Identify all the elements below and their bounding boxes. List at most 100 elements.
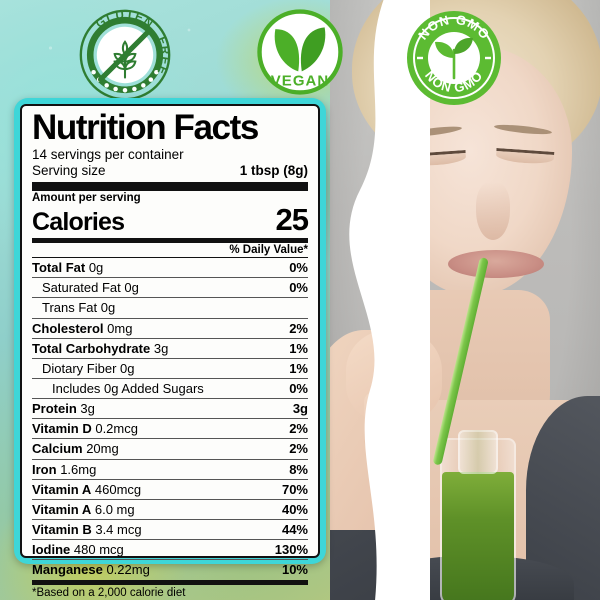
- nutrient-name: Vitamin A 6.0 mg: [32, 501, 135, 518]
- serving-size-label: Serving size: [32, 163, 106, 179]
- nutrient-daily-value: 0%: [289, 260, 308, 276]
- nutrient-amount: 0g: [100, 300, 116, 316]
- nutrient-amount: 3.4 mcg: [95, 522, 142, 538]
- nutrient-name: Iodine 480 mcg: [32, 541, 124, 558]
- row-divider: [32, 438, 308, 440]
- nutrient-label: Total Fat: [32, 260, 86, 276]
- nutrient-amount: 0mg: [107, 320, 133, 336]
- page-title: Nutrition Facts: [32, 108, 259, 147]
- divider-thick: [32, 182, 308, 192]
- row-divider: [32, 357, 308, 359]
- nutrient-label: Manganese: [32, 562, 103, 578]
- row-divider: [32, 458, 308, 460]
- nutrient-name: Total Carbohydrate 3g: [32, 340, 168, 357]
- divider-footer: [32, 579, 308, 585]
- nutrient-name: Calcium 20mg: [32, 440, 119, 457]
- vegan-badge: VEGAN: [256, 8, 344, 96]
- nutrient-daily-value: 0%: [289, 280, 308, 296]
- nutrient-amount: 3g: [153, 340, 169, 356]
- nutrient-amount: 0g: [124, 280, 139, 296]
- nutrient-name: Includes 0g Added Sugars: [52, 380, 204, 397]
- row-divider: [32, 337, 308, 339]
- nutrient-row: Protein 3g 3g: [32, 399, 308, 418]
- nutrient-label: Vitamin D: [32, 421, 92, 437]
- calories-label: Calories: [32, 208, 125, 237]
- nutrient-row: Iron 1.6mg 8%: [32, 460, 308, 479]
- serving-size-value: 1 tbsp (8g): [239, 163, 308, 179]
- row-divider: [32, 398, 308, 400]
- nutrient-row: Vitamin B 3.4 mcg 44%: [32, 520, 308, 539]
- nutrition-facts-panel: Nutrition Facts 14 servings per containe…: [14, 98, 326, 599]
- nutrient-label: Trans Fat: [42, 300, 98, 316]
- servings-per-container: 14 servings per container: [32, 147, 184, 163]
- nutrient-label: Includes 0g Added Sugars: [52, 380, 204, 396]
- row-divider: [32, 277, 308, 279]
- nutrient-label: Vitamin A: [32, 481, 92, 497]
- nutrient-daily-value: 2%: [289, 421, 308, 437]
- nutrient-label: Diotary Fiber: [42, 360, 117, 376]
- row-divider: [32, 377, 308, 379]
- row-divider: [32, 478, 308, 480]
- nutrient-amount: 6.0 mg: [94, 501, 135, 517]
- nutrient-name: Total Fat 0g: [32, 259, 103, 276]
- row-divider: [32, 559, 308, 561]
- nutrient-amount: 1.6mg: [60, 461, 97, 477]
- nutrient-row: Manganese 0.22mg 10%: [32, 560, 308, 579]
- divider-thin: [32, 257, 308, 259]
- nutrient-name: Diotary Fiber 0g: [42, 360, 135, 377]
- nutrient-row: Vitamin A 460mcg 70%: [32, 480, 308, 499]
- nutrient-label: Iodine: [32, 542, 71, 558]
- nutrient-name: Vitamin B 3.4 mcg: [32, 521, 142, 538]
- amount-per-serving-label: Amount per serving: [32, 192, 141, 205]
- nutrient-label: Vitamin A: [32, 501, 92, 517]
- nutrient-daily-value: 70%: [281, 481, 308, 497]
- nutrient-label: Total Carbohydrate: [32, 340, 151, 356]
- nutrient-name: Iron 1.6mg: [32, 461, 96, 478]
- row-divider: [32, 317, 308, 319]
- nutrient-row: Diotary Fiber 0g 1%: [32, 359, 308, 378]
- row-divider: [32, 297, 308, 299]
- nutrient-row: Trans Fat 0g: [32, 298, 308, 317]
- calories-row: Calories 25: [32, 202, 309, 238]
- row-divider: [32, 418, 308, 420]
- row-divider: [32, 498, 308, 500]
- nutrient-daily-value: 1%: [289, 340, 308, 356]
- nutrient-amount: 3g: [80, 401, 95, 417]
- nutrient-row: Total Fat 0g 0%: [32, 258, 308, 277]
- nutrient-name: Saturated Fat 0g: [42, 279, 139, 296]
- nutrient-amount: 0.2mcg: [95, 421, 138, 437]
- nutrient-amount: 0.22mg: [106, 562, 150, 578]
- nutrient-label: Iron: [32, 461, 57, 477]
- nutrient-label: Saturated Fat: [42, 280, 121, 296]
- vegan-badge-label: VEGAN: [271, 72, 329, 89]
- nutrient-label: Cholesterol: [32, 320, 104, 336]
- non-gmo-badge: NON GMO NON GMO: [404, 8, 504, 108]
- row-divider: [32, 539, 308, 541]
- nutrient-label: Vitamin B: [32, 522, 92, 538]
- nutrient-name: Protein 3g: [32, 400, 95, 417]
- nutrient-row: Iodine 480 mcg 130%: [32, 540, 308, 559]
- daily-value-header: % Daily Value*: [229, 244, 308, 257]
- nutrient-daily-value: 40%: [281, 501, 308, 517]
- nutrient-daily-value: 0%: [289, 380, 308, 396]
- nutrient-row: Total Carbohydrate 3g 1%: [32, 339, 308, 358]
- nutrient-daily-value: 130%: [274, 542, 308, 558]
- nutrient-row: Vitamin A 6.0 mg 40%: [32, 500, 308, 519]
- nutrient-amount: 0g: [120, 360, 135, 376]
- nutrient-amount: 20mg: [86, 441, 119, 457]
- nutrient-amount: 480 mcg: [73, 542, 124, 558]
- nutrient-daily-value: 2%: [289, 320, 308, 336]
- gluten-free-badge: GLUTEN FREE: [78, 8, 172, 102]
- row-divider: [32, 519, 308, 521]
- nutrient-name: Manganese 0.22mg: [32, 561, 150, 578]
- nutrient-row: Includes 0g Added Sugars 0%: [32, 379, 308, 398]
- nutrient-row: Calcium 20mg 2%: [32, 439, 308, 458]
- nutrient-daily-value: 8%: [289, 461, 308, 477]
- footnote: *Based on a 2,000 calorie diet: [32, 586, 186, 599]
- nutrient-label: Protein: [32, 401, 77, 417]
- nutrient-row: Cholesterol 0mg 2%: [32, 319, 308, 338]
- nutrient-daily-value: 10%: [281, 562, 308, 578]
- nutrient-name: Cholesterol 0mg: [32, 320, 132, 337]
- nutrient-name: Trans Fat 0g: [42, 299, 115, 316]
